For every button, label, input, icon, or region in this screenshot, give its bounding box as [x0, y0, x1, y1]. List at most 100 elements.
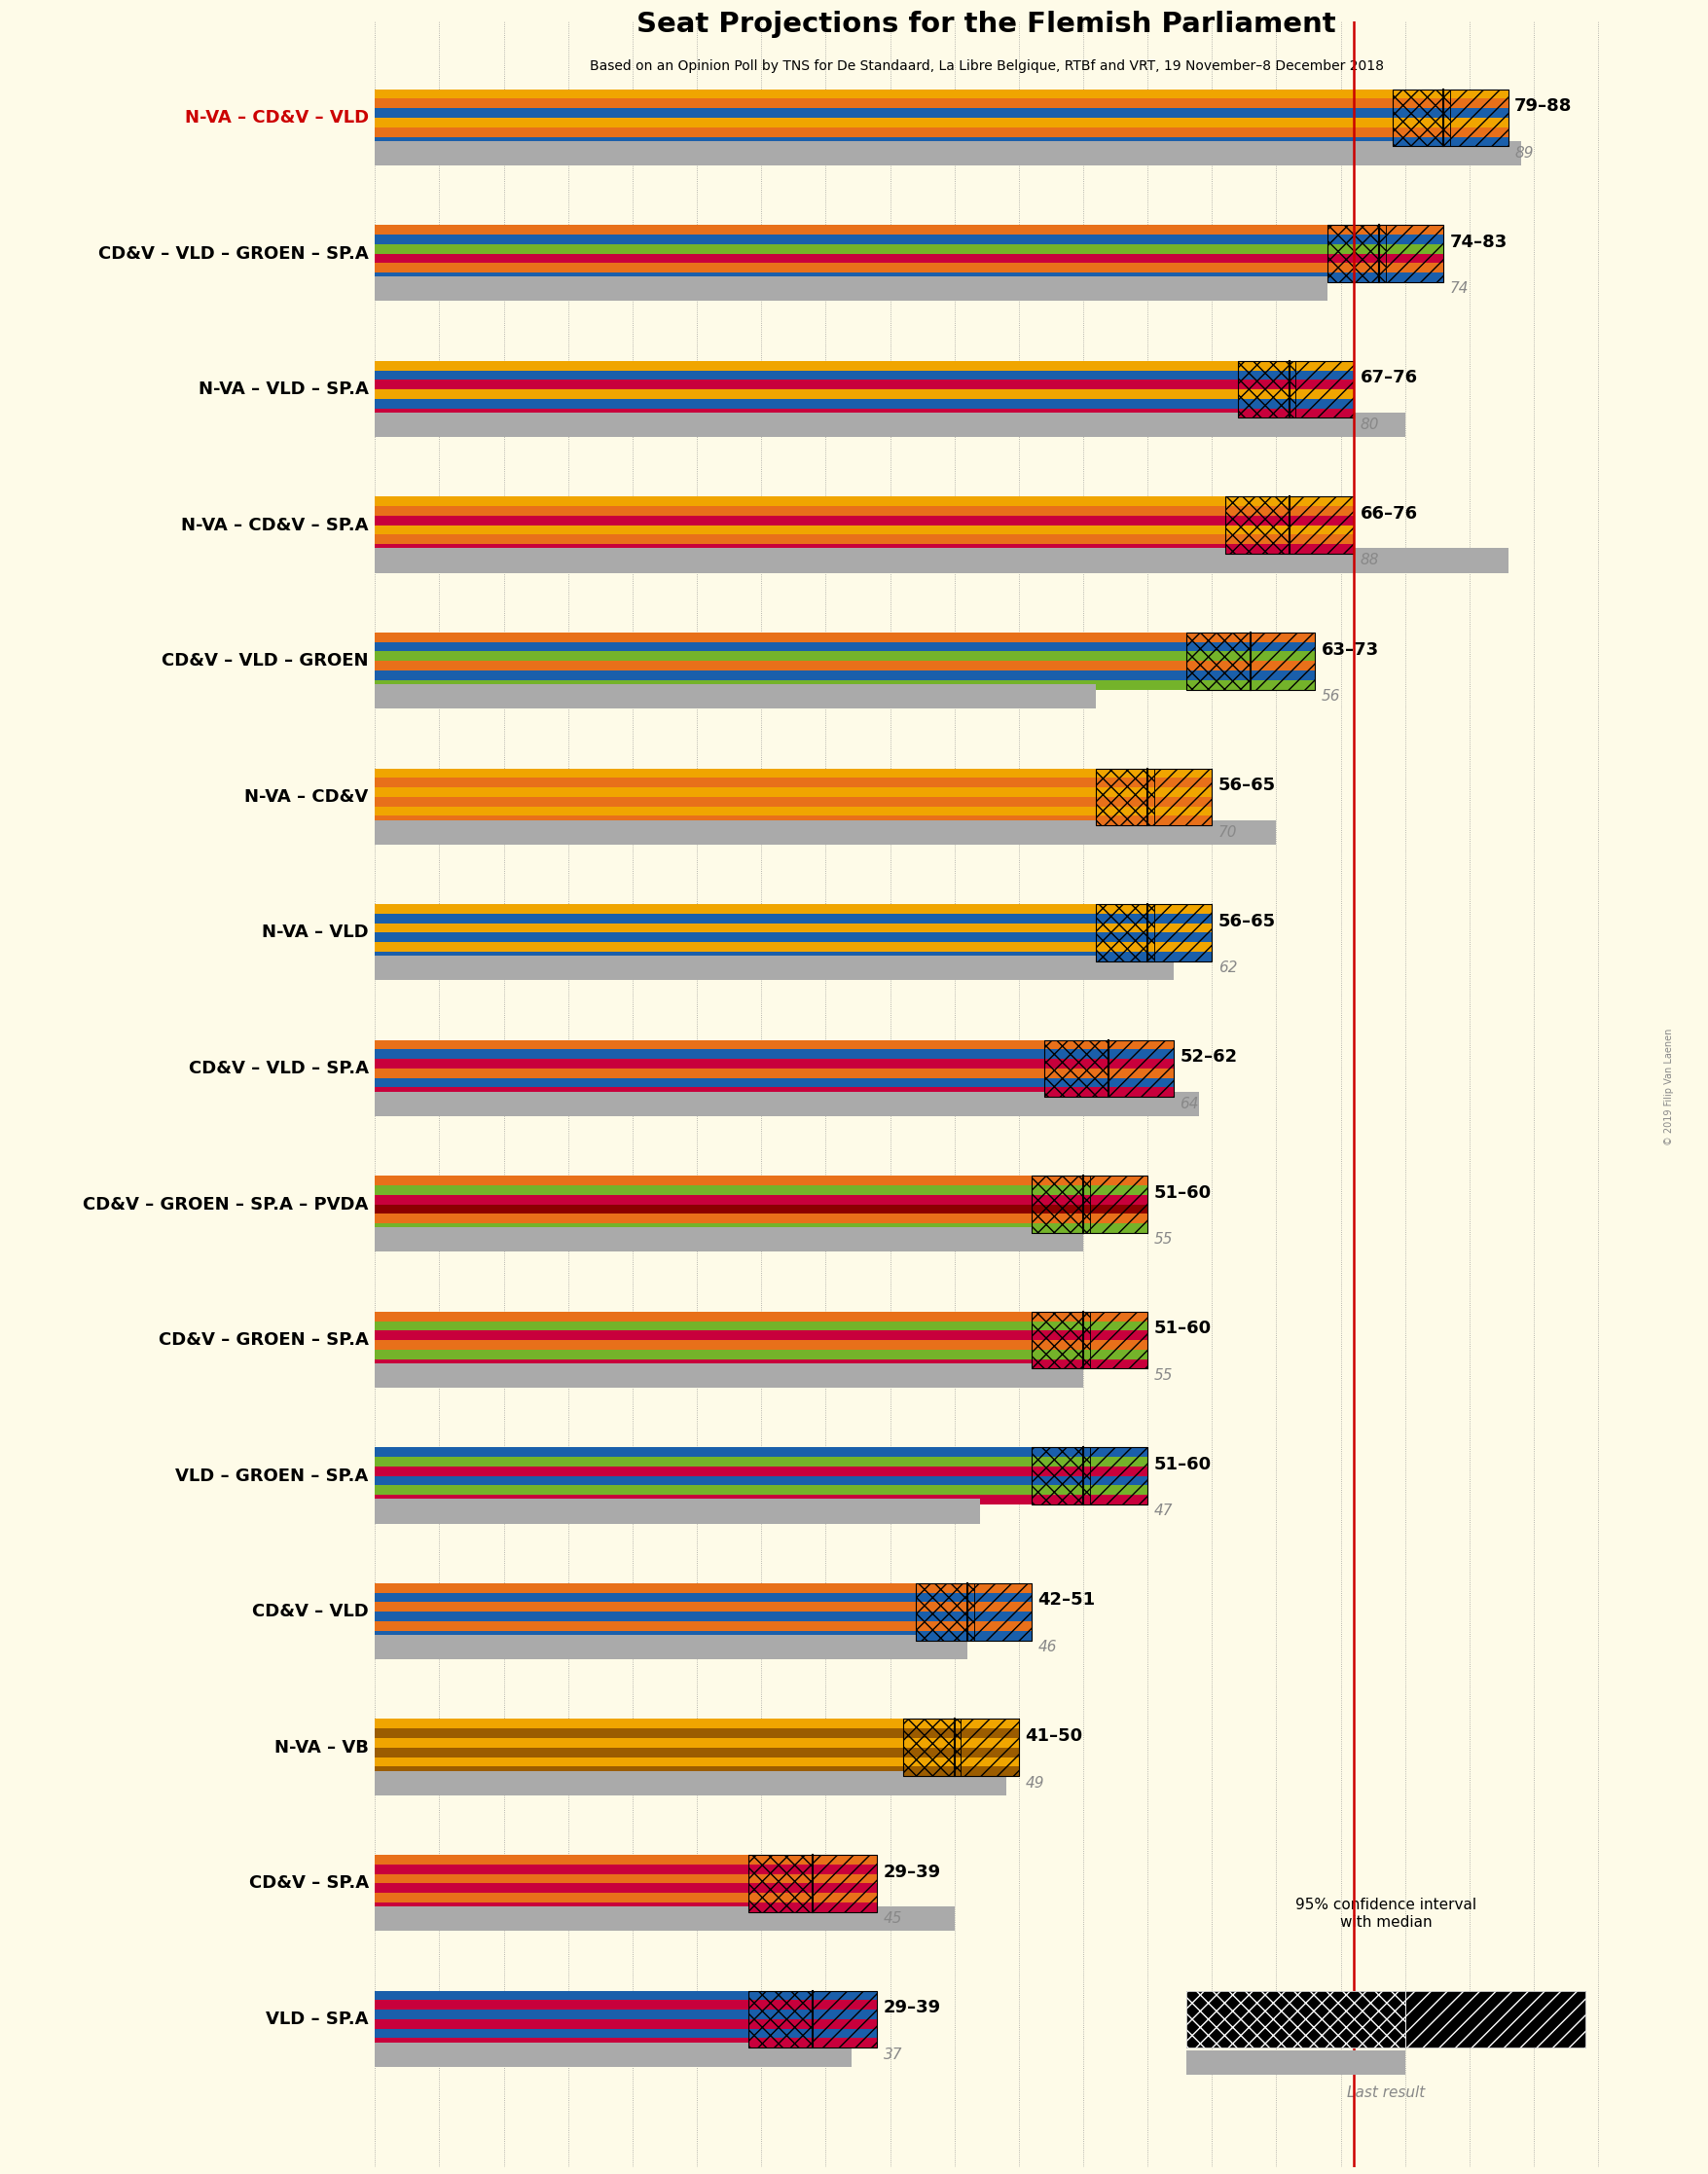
Bar	[1238, 389, 1296, 398]
Bar	[1090, 1350, 1148, 1359]
Bar	[1090, 1176, 1148, 1233]
Bar	[1032, 1485, 1090, 1496]
Bar	[1108, 1067, 1173, 1078]
Bar	[376, 1874, 748, 1883]
Bar	[1097, 787, 1155, 798]
Bar	[1090, 1448, 1148, 1457]
Bar	[748, 1865, 813, 1874]
Bar	[376, 1457, 1032, 1467]
Text: CD&V – VLD – GROEN – SP.A: CD&V – VLD – GROEN – SP.A	[97, 246, 369, 263]
Bar	[1327, 243, 1385, 254]
Bar	[1097, 904, 1155, 913]
Bar	[1090, 1485, 1148, 1496]
Bar	[1450, 128, 1508, 137]
Bar	[1290, 507, 1353, 515]
Bar	[748, 2000, 813, 2009]
Bar	[376, 89, 1392, 98]
Bar	[376, 389, 1238, 398]
Bar	[376, 1770, 1006, 1796]
Bar	[1097, 924, 1155, 933]
Bar	[1327, 226, 1385, 235]
Text: 51–60: 51–60	[1155, 1457, 1211, 1474]
Bar	[748, 1894, 813, 1902]
Bar	[376, 1748, 904, 1757]
Bar	[962, 1757, 1018, 1767]
Bar	[1090, 1457, 1148, 1467]
Bar	[748, 2028, 813, 2039]
Bar	[813, 2039, 878, 2048]
Text: CD&V – VLD – SP.A: CD&V – VLD – SP.A	[188, 1059, 369, 1078]
Bar	[376, 641, 1185, 652]
Bar	[1225, 507, 1290, 515]
Text: N-VA – VLD: N-VA – VLD	[261, 924, 369, 941]
Bar	[376, 370, 1238, 380]
Bar	[1032, 1339, 1090, 1350]
Bar	[1225, 496, 1353, 554]
Bar	[376, 1087, 1045, 1098]
Bar	[813, 1883, 878, 1894]
Bar	[376, 661, 1185, 670]
Bar	[1097, 798, 1155, 807]
Bar	[1097, 913, 1155, 924]
Bar	[1032, 1176, 1090, 1233]
Bar	[1385, 263, 1443, 272]
Bar	[1032, 1311, 1090, 1322]
Bar	[1032, 1204, 1090, 1213]
Bar	[904, 1757, 962, 1767]
Bar	[1185, 661, 1250, 670]
Bar	[376, 1635, 967, 1659]
Bar	[376, 1339, 1032, 1350]
Bar	[1097, 778, 1155, 787]
Bar	[1290, 544, 1353, 554]
Bar	[1032, 1196, 1090, 1204]
Bar	[1450, 117, 1508, 128]
Bar	[1090, 1185, 1148, 1196]
Bar	[376, 1059, 1045, 1067]
Bar	[1032, 1176, 1090, 1185]
Text: 95% confidence interval
with median: 95% confidence interval with median	[1295, 1898, 1476, 1931]
Text: 29–39: 29–39	[883, 1863, 941, 1881]
Bar	[813, 1854, 878, 1865]
Bar	[1296, 370, 1353, 380]
Text: 46: 46	[1038, 1639, 1057, 1654]
Bar	[915, 1630, 974, 1639]
Bar	[1450, 109, 1508, 117]
Bar	[376, 361, 1238, 370]
Bar	[1392, 98, 1450, 109]
Bar	[813, 1865, 878, 1874]
Bar	[813, 1991, 878, 2048]
Bar	[1155, 815, 1213, 826]
Bar	[1155, 924, 1213, 933]
Bar	[974, 1602, 1032, 1611]
Bar	[1032, 1176, 1148, 1233]
Bar	[974, 1630, 1032, 1639]
Bar	[1385, 226, 1443, 283]
Bar	[1250, 652, 1315, 661]
Bar	[1296, 361, 1353, 370]
Bar	[1032, 1311, 1090, 1370]
Bar	[1238, 370, 1296, 380]
Bar	[1108, 1087, 1173, 1098]
Bar	[376, 952, 1097, 961]
Bar	[813, 2009, 878, 2020]
Bar	[376, 2000, 748, 2009]
Bar	[974, 1622, 1032, 1630]
Bar	[1250, 661, 1315, 670]
Bar	[1155, 767, 1213, 778]
Bar	[1327, 263, 1385, 272]
Bar	[1155, 904, 1213, 913]
Bar	[376, 1894, 748, 1902]
Text: Seat Projections for the Flemish Parliament: Seat Projections for the Flemish Parliam…	[637, 11, 1336, 37]
Bar	[1032, 1224, 1090, 1233]
Text: CD&V – GROEN – SP.A – PVDA: CD&V – GROEN – SP.A – PVDA	[84, 1196, 369, 1213]
Bar	[376, 798, 1097, 807]
Text: N-VA – VLD – SP.A: N-VA – VLD – SP.A	[198, 380, 369, 398]
Bar	[1090, 1176, 1148, 1185]
Bar	[813, 2028, 878, 2039]
Bar	[915, 1583, 974, 1639]
Text: Last result: Last result	[1346, 2085, 1424, 2100]
Bar	[376, 1467, 1032, 1476]
Bar	[1296, 380, 1353, 389]
Bar	[1290, 496, 1353, 554]
Bar	[376, 778, 1097, 787]
